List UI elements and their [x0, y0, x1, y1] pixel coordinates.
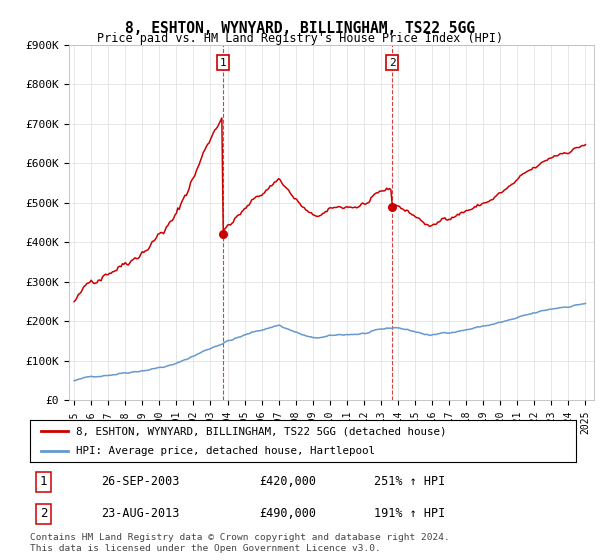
Text: 8, ESHTON, WYNYARD, BILLINGHAM, TS22 5GG (detached house): 8, ESHTON, WYNYARD, BILLINGHAM, TS22 5GG… — [76, 426, 447, 436]
Text: 1: 1 — [220, 58, 227, 68]
Text: 8, ESHTON, WYNYARD, BILLINGHAM, TS22 5GG: 8, ESHTON, WYNYARD, BILLINGHAM, TS22 5GG — [125, 21, 475, 36]
Text: 26-SEP-2003: 26-SEP-2003 — [101, 475, 179, 488]
Text: Price paid vs. HM Land Registry's House Price Index (HPI): Price paid vs. HM Land Registry's House … — [97, 32, 503, 45]
Text: 23-AUG-2013: 23-AUG-2013 — [101, 507, 179, 520]
Text: 251% ↑ HPI: 251% ↑ HPI — [374, 475, 445, 488]
Text: HPI: Average price, detached house, Hartlepool: HPI: Average price, detached house, Hart… — [76, 446, 376, 456]
Text: 1: 1 — [40, 475, 47, 488]
Text: 2: 2 — [389, 58, 395, 68]
Text: £490,000: £490,000 — [259, 507, 316, 520]
Text: £420,000: £420,000 — [259, 475, 316, 488]
Text: 191% ↑ HPI: 191% ↑ HPI — [374, 507, 445, 520]
Text: Contains HM Land Registry data © Crown copyright and database right 2024.
This d: Contains HM Land Registry data © Crown c… — [30, 533, 450, 553]
Text: 2: 2 — [40, 507, 47, 520]
